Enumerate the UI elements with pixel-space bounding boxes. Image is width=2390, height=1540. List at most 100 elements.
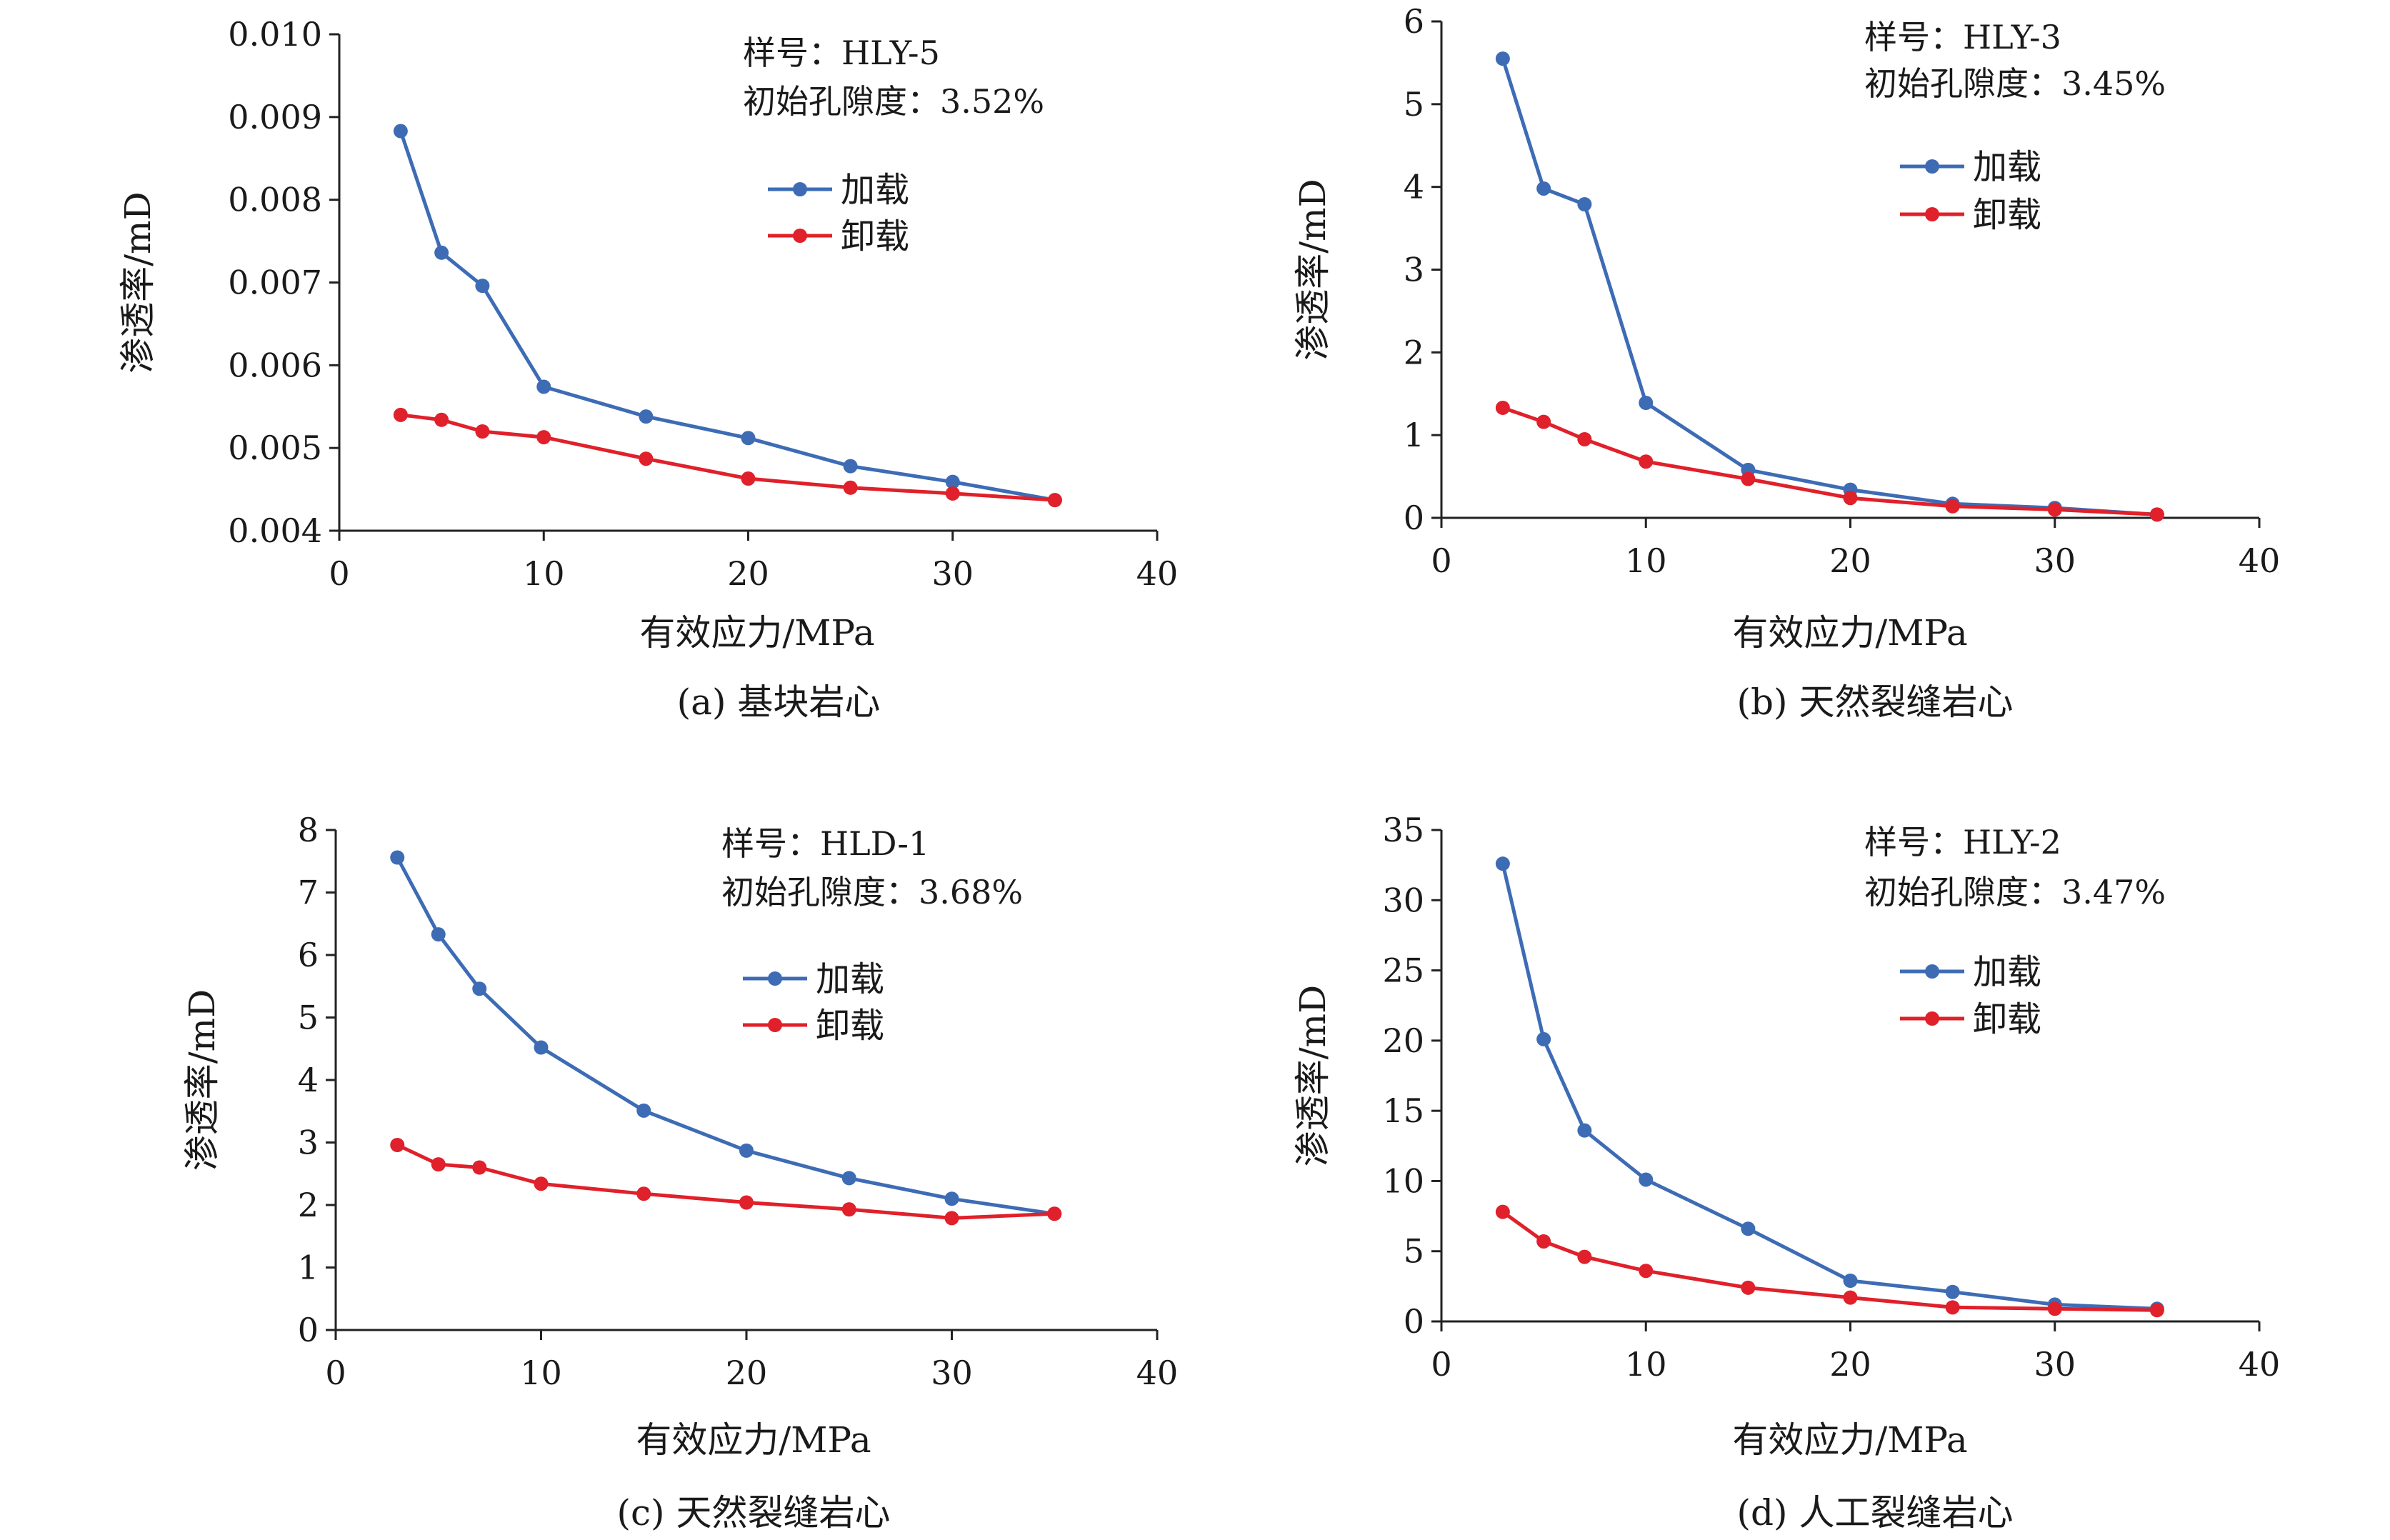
x-axis-title: 有效应力/MPa [1732,1419,1967,1461]
data-point [475,424,490,439]
series-unloading [1495,400,2164,522]
porosity-label: 初始孔隙度：3.45% [1864,64,2166,103]
legend-entry-unloading: 卸载 [1900,195,2041,235]
legend-entry-loading: 加载 [743,959,884,999]
y-axis-title: 渗透率/mD [181,989,223,1171]
y-tick-label: 30 [1382,881,1424,919]
legend-entry-unloading: 卸载 [768,216,909,256]
x-tick-label: 40 [2239,1345,2281,1384]
data-point [1741,471,1756,486]
data-point [1495,856,1510,871]
y-tick-label: 25 [1382,951,1424,990]
data-point [1945,1300,1960,1315]
data-point [393,124,408,139]
x-tick-label: 0 [329,554,349,593]
data-point [739,1195,754,1210]
data-point [741,471,756,486]
series-line [399,130,1056,502]
data-point [841,1171,856,1186]
y-tick-label: 5 [1404,85,1424,124]
sample-id-label: 样号：HLY-2 [1864,823,2061,861]
data-point [1945,1284,1960,1299]
y-tick-label: 3 [1404,251,1424,289]
data-point [1843,1273,1858,1288]
series-line [1502,406,2158,516]
data-point [1495,51,1510,66]
y-tick-label: 8 [298,811,319,849]
data-point [2149,1303,2164,1318]
x-tick-label: 20 [726,1354,768,1392]
x-tick-label: 0 [1431,541,1451,580]
legend-entry-loading: 加载 [768,170,909,210]
data-point [945,486,960,501]
data-point [1843,491,1858,506]
legend-label: 卸载 [841,216,909,256]
series-line [1501,863,2158,1311]
x-axis-title: 有效应力/MPa [636,1419,871,1461]
chart-panel-4: 0 5 10 15 20 25 30 35 0 10 20 30 40 有效应力/MPa 渗透率/mD (d)… [1292,811,2280,1534]
legend-label: 加载 [1973,147,2041,187]
y-tick-label: 1 [1404,416,1424,454]
data-point [472,981,487,996]
data-point [841,1202,856,1217]
sample-id-label: 样号：HLD-1 [721,824,929,863]
legend-marker [793,229,807,243]
data-point [1536,1234,1551,1249]
data-point [636,1103,651,1118]
data-point [390,1138,405,1152]
y-axis-title: 渗透率/mD [117,191,159,373]
data-point [1577,196,1592,211]
x-tick-label: 10 [523,554,565,593]
data-point [1577,1123,1592,1138]
data-point [1639,395,1654,410]
panel-caption: (a) 基块岩心 [677,681,881,723]
porosity-label: 初始孔隙度：3.47% [1864,873,2166,911]
y-tick-label: 6 [298,936,319,974]
y-axis-title: 渗透率/mD [1292,985,1334,1166]
data-point [2149,507,2164,522]
data-point [390,850,405,865]
data-point [945,474,960,489]
series-loading [1495,856,2164,1316]
data-point [741,431,756,446]
legend-entry-loading: 加载 [1900,952,2041,992]
legend-marker [1925,159,1939,174]
legend-label: 卸载 [1973,195,2041,235]
data-point [1639,454,1654,469]
panel-caption: (c) 天然裂缝岩心 [617,1492,891,1534]
data-point [636,1186,651,1201]
data-point [639,451,654,466]
data-point [472,1160,487,1175]
x-tick-label: 40 [1136,554,1179,593]
y-tick-label: 0 [298,1311,319,1349]
y-tick-label: 0 [1404,499,1424,537]
y-tick-label: 0.007 [228,264,322,302]
data-point [2047,502,2062,517]
x-tick-label: 20 [1829,1345,1871,1384]
legend-marker [1925,207,1939,221]
data-point [1047,493,1062,508]
x-tick-label: 20 [727,554,769,593]
data-point [1536,181,1551,196]
x-tick-label: 30 [2034,1345,2076,1384]
legend-marker [768,971,782,986]
data-point [944,1191,959,1206]
y-tick-label: 10 [1382,1161,1424,1200]
x-tick-label: 40 [1136,1354,1179,1392]
legend-entry-unloading: 卸载 [1900,999,2041,1039]
y-tick-label: 2 [298,1186,319,1224]
data-point [1843,1290,1858,1305]
x-tick-label: 30 [931,1354,973,1392]
legend-label: 加载 [841,170,909,210]
legend-marker [768,1018,782,1032]
x-tick-label: 10 [1625,1345,1667,1384]
y-tick-label: 0.008 [228,181,322,219]
data-point [475,279,490,294]
y-tick-label: 4 [1404,168,1424,206]
y-tick-label: 0.009 [228,98,322,136]
y-tick-label: 5 [1404,1232,1424,1271]
data-point [1577,431,1592,446]
y-tick-label: 7 [298,874,319,912]
y-tick-label: 6 [1404,2,1424,41]
